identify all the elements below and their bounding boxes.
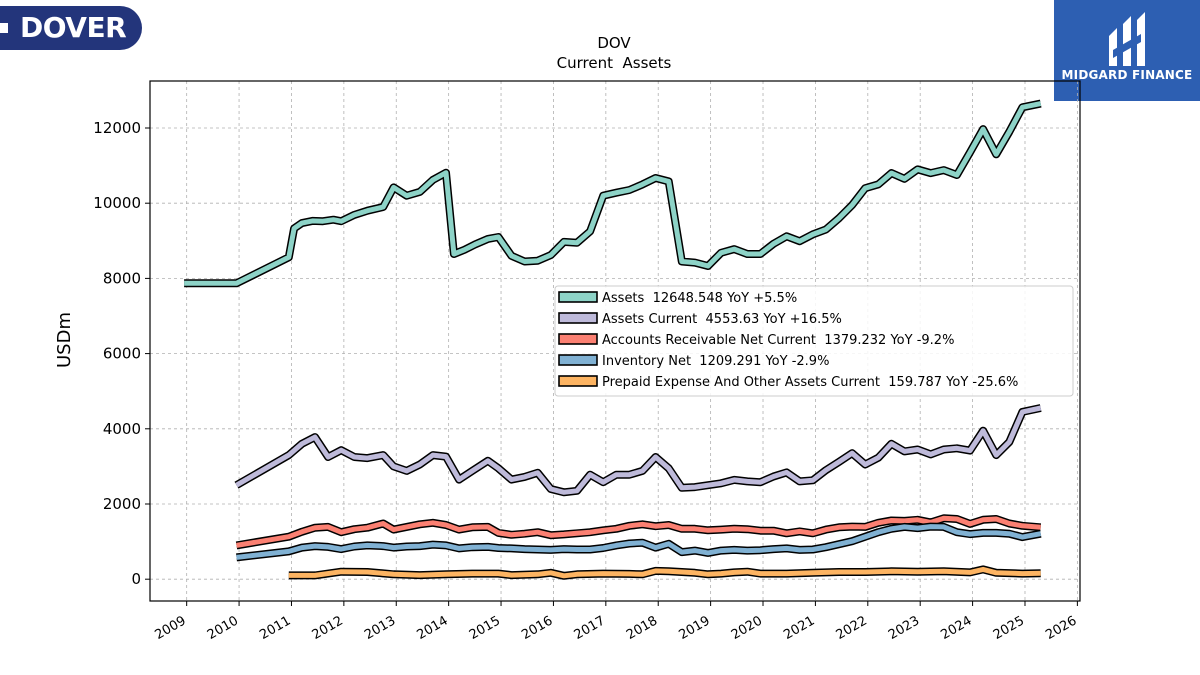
legend-swatch [558,354,598,366]
legend-entry: Assets Current 4553.63 YoY +16.5% [602,312,842,327]
midgard-logo-text: MIDGARD FINANCE [1061,68,1193,82]
legend-entry: Assets 12648.548 YoY +5.5% [602,291,797,306]
y-axis-label: USDm [54,312,75,368]
plot-frame [149,80,1081,602]
y-tick-label: 6000 [103,345,141,363]
x-tick-label: 2013 [362,613,398,643]
x-tick-label: 2018 [624,613,660,643]
x-tick-label: 2010 [205,613,241,643]
legend-entry: Inventory Net 1209.291 YoY -2.9% [602,354,829,369]
dover-logo: DOVER [0,6,142,50]
y-tick-label: 2000 [103,495,141,513]
series-lines [184,99,1042,580]
legend-swatch [558,333,598,345]
x-tick-label: 2024 [938,613,974,643]
midgard-emblem-icon [1109,12,1145,66]
x-tick-label: 2016 [519,613,555,643]
y-tick-label: 10000 [93,194,141,212]
x-tick-label: 2009 [153,613,189,643]
x-tick-label: 2026 [1043,613,1079,643]
x-tick-label: 2020 [729,613,765,643]
x-tick-label: 2017 [572,613,608,643]
series-line [236,524,1042,560]
y-tick-label: 8000 [103,269,141,287]
chart-subtitle: Current Assets [557,54,672,72]
y-tick-label: 4000 [103,420,141,438]
series-line [288,566,1041,579]
legend: Assets 12648.548 YoY +5.5% Assets Current… [554,285,1074,397]
chart-title: DOV [597,34,631,52]
series-line [236,515,1041,548]
dover-logo-text: DOVER [20,11,127,44]
x-tick-label: 2021 [781,613,817,643]
x-tick-label: 2012 [310,613,346,643]
x-tick-label: 2015 [467,613,503,643]
x-tick-label: 2011 [257,613,293,643]
series-line [235,405,1042,495]
x-tick-label: 2022 [834,613,870,643]
y-tick-label: 12000 [93,119,141,137]
x-tick-label: 2014 [414,613,450,643]
dover-logo-notch [0,23,8,33]
legend-swatch [558,312,598,324]
x-tick-label: 2019 [676,613,712,643]
series-line [184,101,1042,286]
midgard-finance-logo: MIDGARD FINANCE [1054,0,1200,101]
legend-entry: Prepaid Expense And Other Assets Current… [602,375,1018,390]
y-tick-label: 0 [131,570,141,588]
x-tick-label: 2023 [886,613,922,643]
legend-swatch [558,375,598,387]
legend-entry: Accounts Receivable Net Current 1379.232… [602,333,954,348]
legend-swatch [558,291,598,303]
x-tick-label: 2025 [991,613,1027,643]
legend-box [554,285,1074,397]
